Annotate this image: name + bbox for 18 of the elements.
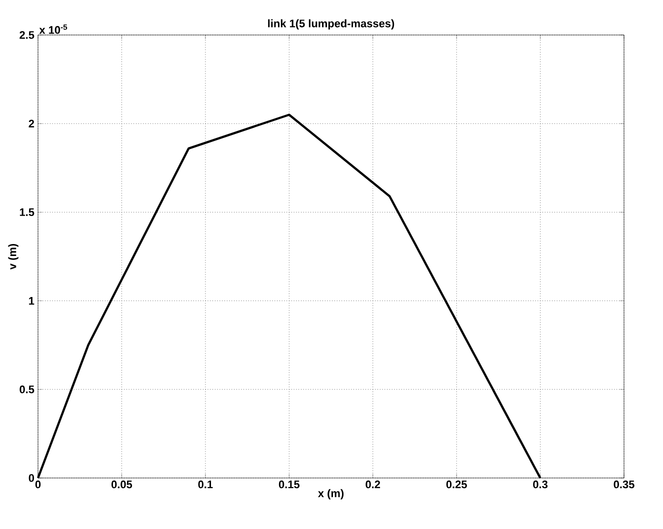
y-tick-label: 0 xyxy=(28,474,34,482)
x-tick-label: 0.3 xyxy=(533,480,548,488)
x-tick-label: 0 xyxy=(35,480,41,488)
y-axis-title: v (m) xyxy=(8,244,18,270)
y-tick-label: 1.5 xyxy=(20,208,34,216)
x-tick-label: 0.2 xyxy=(366,480,380,488)
x-tick-label: 0.35 xyxy=(614,480,634,488)
x-tick-label: 0.25 xyxy=(446,480,467,488)
y-tick-label: 2 xyxy=(28,120,34,128)
chart-title: link 1(5 lumped-masses) xyxy=(268,19,394,30)
y-tick-label: 1 xyxy=(29,297,34,305)
x-tick-label: 0.15 xyxy=(278,480,300,488)
y-tick-label: 0.5 xyxy=(20,386,34,394)
y-tick-label: 2.5 xyxy=(20,31,34,39)
text: x 10$^{-5}$ xyxy=(39,24,68,34)
x-axis-title: x (m) xyxy=(318,489,344,500)
x-tick-label: 0.05 xyxy=(111,480,132,488)
x-tick-label: 0.1 xyxy=(198,480,213,488)
